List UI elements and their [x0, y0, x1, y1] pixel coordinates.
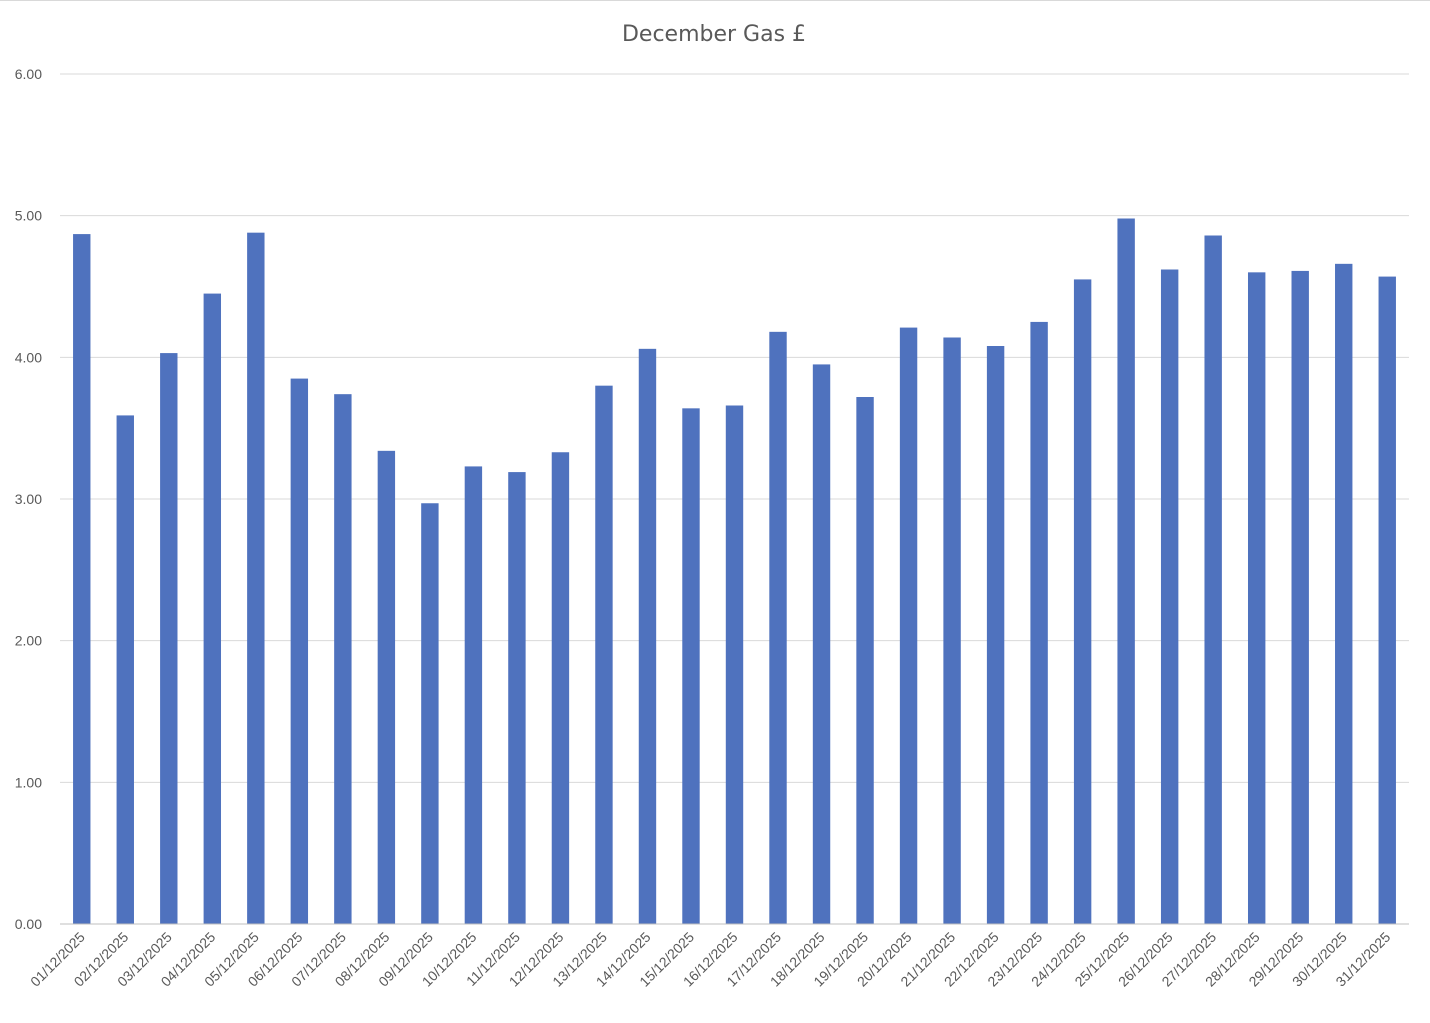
bar-23-12-2025 — [1030, 321, 1048, 925]
bar-09-12-2025 — [421, 503, 439, 924]
bar-14-12-2025 — [638, 348, 657, 924]
bar-05-12-2025 — [247, 232, 265, 924]
bars — [73, 218, 1396, 925]
bar-08-12-2025 — [377, 450, 396, 924]
y-tick-label: 2.00 — [15, 633, 42, 649]
y-tick-label: 5.00 — [15, 208, 42, 224]
bar-28-12-2025 — [1247, 272, 1266, 924]
bar-07-12-2025 — [334, 394, 352, 925]
y-tick-label: 3.00 — [15, 491, 42, 507]
bar-01-12-2025 — [73, 234, 91, 925]
bar-19-12-2025 — [856, 397, 874, 924]
bar-18-12-2025 — [812, 364, 831, 925]
x-axis-tick-labels: 01/12/202502/12/202503/12/202504/12/2025… — [27, 929, 1393, 990]
y-tick-label: 4.00 — [15, 349, 42, 365]
bar-21-12-2025 — [943, 337, 961, 924]
bar-20-12-2025 — [899, 327, 918, 924]
bar-25-12-2025 — [1117, 218, 1135, 924]
bar-06-12-2025 — [290, 378, 309, 924]
bar-16-12-2025 — [725, 405, 744, 924]
bar-13-12-2025 — [595, 385, 613, 925]
y-tick-label: 1.00 — [15, 774, 42, 790]
bar-15-12-2025 — [682, 408, 700, 924]
bar-26-12-2025 — [1160, 269, 1179, 924]
bar-27-12-2025 — [1204, 235, 1222, 924]
bar-12-12-2025 — [551, 452, 570, 924]
bar-24-12-2025 — [1073, 279, 1092, 925]
bar-10-12-2025 — [464, 466, 483, 924]
y-axis-tick-labels: 0.00 1.00 2.00 3.00 4.00 5.00 6.00 — [15, 66, 42, 932]
bar-31-12-2025 — [1378, 276, 1396, 924]
bar-04-12-2025 — [203, 293, 222, 924]
chart-title: December Gas £ — [622, 22, 806, 47]
bar-29-12-2025 — [1291, 270, 1309, 925]
bar-03-12-2025 — [160, 353, 178, 924]
bar-22-12-2025 — [986, 346, 1005, 924]
bar-02-12-2025 — [116, 415, 134, 924]
bar-11-12-2025 — [508, 472, 526, 924]
y-tick-label: 6.00 — [15, 66, 42, 82]
y-tick-label: 0.00 — [15, 916, 42, 932]
bar-17-12-2025 — [769, 331, 787, 924]
bar-30-12-2025 — [1335, 263, 1353, 924]
